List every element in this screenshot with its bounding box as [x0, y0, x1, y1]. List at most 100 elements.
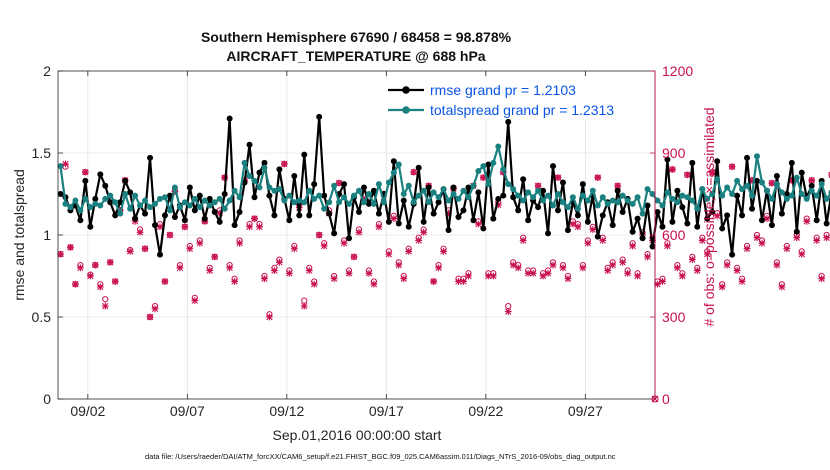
totalspread-point	[719, 192, 726, 199]
rmse-point	[261, 159, 268, 166]
rmse-point	[773, 172, 780, 179]
totalspread-point	[629, 200, 636, 207]
rmse-point	[430, 210, 437, 217]
totalspread-point	[485, 181, 492, 188]
totalspread-point	[465, 194, 472, 201]
rmse-point	[316, 113, 323, 120]
totalspread-point	[763, 187, 770, 194]
rmse-point	[823, 220, 830, 227]
totalspread-point	[107, 192, 114, 199]
rmse-point	[311, 181, 318, 188]
assimilated-obs-marker	[624, 269, 632, 277]
totalspread-point	[569, 194, 576, 201]
totalspread-point	[639, 210, 646, 217]
assimilated-obs-marker	[589, 226, 597, 233]
rmse-point	[768, 222, 775, 229]
totalspread-point	[574, 205, 581, 212]
rmse-point	[112, 212, 119, 219]
assimilated-obs-marker	[554, 174, 562, 181]
totalspread-point	[505, 181, 512, 188]
totalspread-point	[137, 202, 144, 209]
assimilated-obs-marker	[151, 305, 159, 313]
rmse-point	[395, 220, 402, 227]
assimilated-obs-marker	[271, 267, 278, 274]
totalspread-point	[196, 204, 203, 211]
assimilated-obs-marker	[206, 267, 214, 274]
totalspread-point	[67, 204, 74, 211]
rmse-point	[505, 118, 512, 125]
rmse-point	[156, 251, 163, 258]
totalspread-point	[803, 195, 810, 202]
assimilated-obs-marker	[654, 280, 661, 288]
assimilated-obs-marker	[435, 264, 442, 272]
assimilated-obs-marker	[544, 269, 552, 277]
rmse-point	[654, 209, 661, 216]
totalspread-point	[410, 199, 417, 206]
assimilated-obs-marker	[738, 278, 746, 285]
rmse-point	[793, 228, 800, 235]
totalspread-point	[659, 202, 666, 209]
assimilated-obs-marker	[669, 166, 676, 173]
assimilated-obs-marker	[534, 182, 542, 190]
assimilated-obs-marker	[549, 261, 557, 269]
totalspread-point	[609, 197, 616, 204]
assimilated-obs-marker	[489, 272, 497, 280]
totalspread-point	[520, 197, 527, 204]
totalspread-point	[346, 200, 353, 207]
totalspread-point	[709, 191, 716, 197]
totalspread-point	[734, 177, 741, 184]
totalspread-point	[365, 191, 372, 197]
assimilated-obs-marker	[106, 258, 114, 266]
rmse-point	[360, 184, 367, 191]
totalspread-point	[236, 194, 243, 201]
totalspread-point	[166, 207, 173, 214]
totalspread-point	[510, 186, 517, 193]
assimilated-obs-marker	[619, 258, 627, 266]
assimilated-obs-marker	[574, 223, 582, 231]
rmse-point	[107, 199, 114, 206]
totalspread-point	[739, 186, 746, 193]
rmse-point	[714, 158, 721, 165]
rmse-point	[485, 161, 492, 168]
rmse-point	[251, 194, 258, 201]
y-tick-label: 1.5	[32, 145, 52, 161]
assimilated-obs-marker	[723, 261, 731, 269]
totalspread-point	[530, 194, 537, 201]
rmse-point	[709, 209, 716, 216]
x-tick-label: 09/17	[369, 403, 404, 419]
assimilated-obs-marker	[161, 278, 169, 285]
legend-label-spread: totalspread grand pr = 1.2313	[430, 102, 614, 118]
totalspread-point	[550, 202, 557, 209]
totalspread-point	[495, 143, 502, 150]
assimilated-obs-marker	[81, 168, 89, 176]
totalspread-point	[355, 187, 362, 194]
assimilated-obs-marker	[445, 209, 452, 217]
totalspread-point	[669, 195, 676, 202]
totalspread-point	[405, 182, 412, 189]
assimilated-obs-marker	[191, 297, 199, 304]
totalspread-point	[644, 186, 651, 193]
assimilated-obs-marker	[748, 176, 756, 184]
totalspread-point	[380, 199, 387, 206]
totalspread-point	[77, 207, 84, 214]
series-lines	[57, 113, 830, 258]
assimilated-obs-marker	[698, 237, 706, 244]
totalspread-point	[450, 191, 457, 197]
assimilated-obs-marker	[644, 253, 651, 261]
rmse-point	[753, 177, 760, 184]
totalspread-point	[545, 192, 552, 199]
rmse-point	[749, 205, 756, 212]
assimilated-obs-marker	[693, 267, 701, 274]
totalspread-point	[82, 195, 89, 202]
totalspread-point	[793, 174, 800, 181]
totalspread-point	[276, 186, 283, 193]
totalspread-point	[57, 163, 64, 170]
assimilated-obs-marker	[91, 261, 99, 269]
x-tick-label: 09/12	[269, 403, 304, 419]
totalspread-point	[132, 192, 139, 199]
totalspread-point	[390, 169, 397, 176]
assimilated-obs-marker	[803, 217, 811, 225]
totalspread-point	[420, 187, 427, 194]
assimilated-obs-marker	[753, 234, 761, 242]
rmse-point	[674, 187, 681, 194]
